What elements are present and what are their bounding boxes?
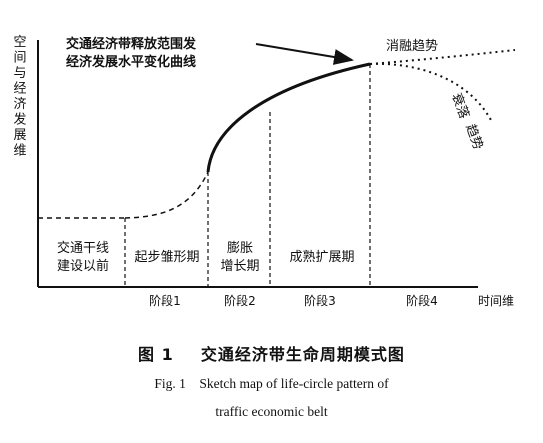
period-label-1a: 交通干线 bbox=[57, 240, 109, 256]
y-axis-label-char: 间 bbox=[13, 51, 26, 66]
caption-figure-title: 交通经济带生命周期模式图 bbox=[200, 345, 405, 364]
caption-figure-number: 图 1 bbox=[138, 345, 174, 364]
x-axis-label: 时间维 bbox=[478, 294, 514, 308]
y-axis-label-char: 发 bbox=[13, 112, 26, 128]
y-axis-label: 空间与经济发展维 bbox=[13, 35, 26, 159]
period-label-3a: 膨胀 bbox=[227, 241, 253, 256]
period-label-1b: 建设以前 bbox=[57, 258, 109, 274]
y-axis-label-char: 展 bbox=[13, 128, 26, 143]
caption-english-line1: Fig. 1 Sketch map of life-circle pattern… bbox=[154, 376, 389, 391]
y-axis-label-char: 维 bbox=[13, 144, 26, 159]
svg-text:空间与经济发展维: 空间与经济发展维 bbox=[13, 35, 26, 159]
stage-label-2: 阶段2 bbox=[224, 293, 256, 308]
peak-annotation-line2: 经济发展水平变化曲线 bbox=[66, 54, 196, 70]
period-label-4: 成熟扩展期 bbox=[289, 249, 354, 265]
y-axis-label-char: 空 bbox=[13, 35, 26, 50]
period-label-3b: 增长期 bbox=[220, 259, 259, 274]
caption-chinese: 图 1 交通经济带生命周期模式图 bbox=[0, 341, 543, 365]
decline-trend-label-1: 衰落 bbox=[448, 91, 472, 121]
decline-trend-label-2: 趋势 bbox=[462, 122, 486, 152]
stage-label-4: 阶段4 bbox=[406, 293, 438, 308]
caption-english-line2: traffic economic belt bbox=[215, 404, 328, 419]
y-axis-label-char: 经 bbox=[13, 82, 26, 97]
early-growth-dashed-curve bbox=[124, 171, 209, 219]
stage-label-3: 阶段3 bbox=[304, 293, 336, 308]
diffusion-trend-label: 消融趋势 bbox=[386, 38, 438, 54]
stage-label-1: 阶段1 bbox=[149, 293, 181, 308]
peak-annotation-line1: 交通经济带释放范围发 bbox=[66, 36, 197, 52]
development-solid-curve bbox=[206, 62, 371, 173]
peak-arrow bbox=[255, 43, 354, 65]
y-axis-label-char: 与 bbox=[13, 66, 26, 81]
y-axis-label-char: 济 bbox=[13, 97, 26, 112]
period-label-2: 起步雏形期 bbox=[134, 249, 199, 265]
decline-dotted-curve bbox=[369, 62, 493, 123]
